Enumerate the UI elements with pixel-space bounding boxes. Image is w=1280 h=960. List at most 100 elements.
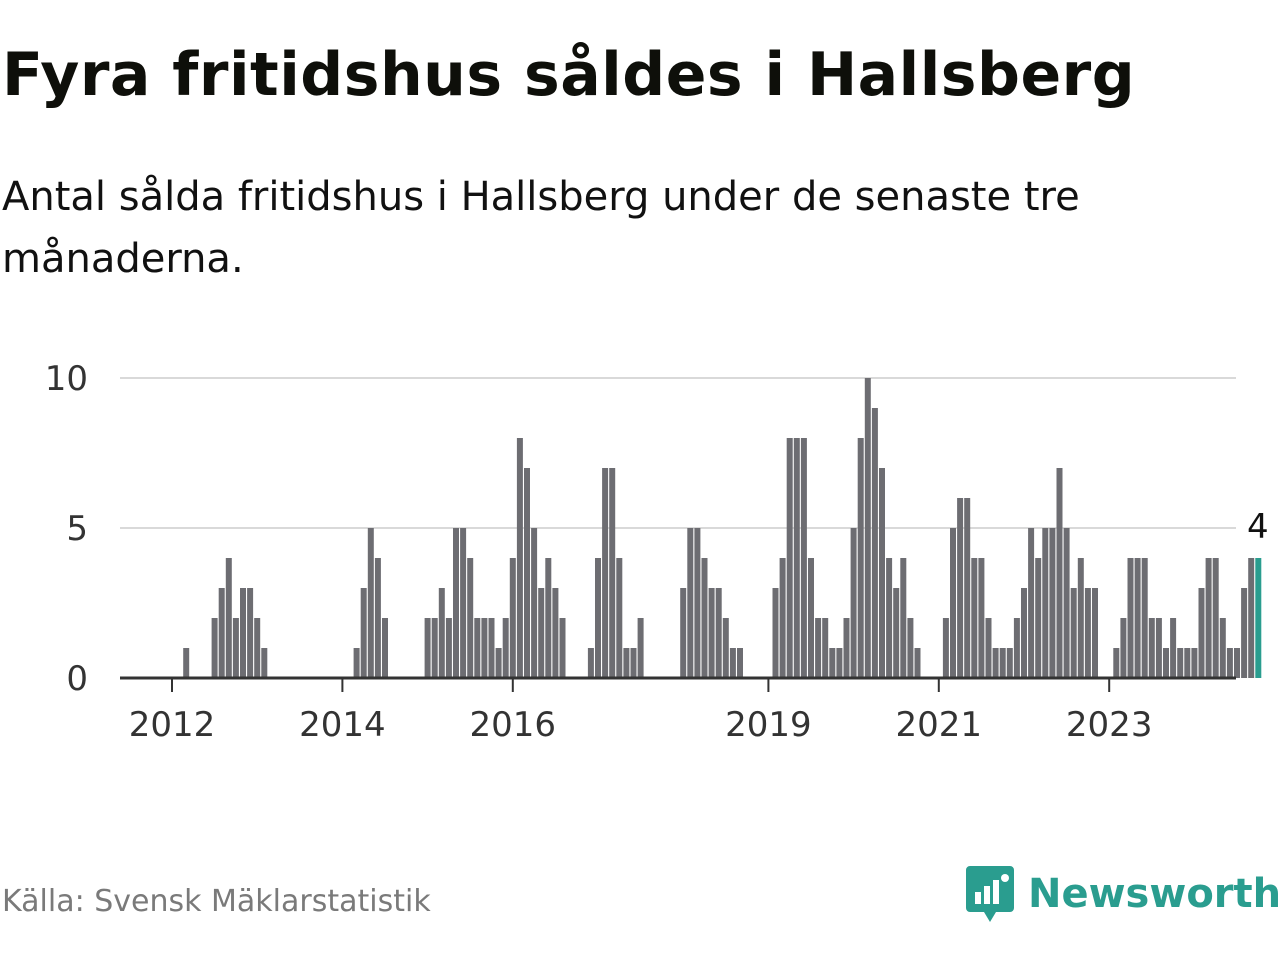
- bar: [502, 618, 509, 678]
- bar: [616, 558, 623, 678]
- bar: [850, 528, 857, 678]
- bar: [1134, 558, 1141, 678]
- bar: [1141, 558, 1148, 678]
- bar: [786, 438, 793, 678]
- bar: [1170, 618, 1177, 678]
- bar: [864, 378, 871, 678]
- source-note: Källa: Svensk Mäklarstatistik: [2, 884, 431, 919]
- y-tick-label: 5: [66, 509, 88, 549]
- bar: [1226, 648, 1233, 678]
- bar: [836, 648, 843, 678]
- bar: [1042, 528, 1049, 678]
- bar: [509, 558, 516, 678]
- bar: [893, 588, 900, 678]
- bar: [1006, 648, 1013, 678]
- bar: [907, 618, 914, 678]
- bar: [218, 588, 225, 678]
- chart-subtitle: Antal sålda fritidshus i Hallsberg under…: [2, 174, 1080, 282]
- bar: [595, 558, 601, 678]
- bar: [254, 618, 261, 678]
- bar: [687, 528, 694, 678]
- bar: [481, 618, 488, 678]
- bar: [978, 558, 985, 678]
- bar: [1198, 588, 1205, 678]
- bar: [183, 648, 190, 678]
- gridlines: [120, 377, 1236, 529]
- bar: [488, 618, 495, 678]
- bar: [609, 468, 616, 678]
- bar: [992, 648, 999, 678]
- bar: [1049, 528, 1056, 678]
- bar: [701, 558, 708, 678]
- bar: [353, 648, 360, 678]
- last-value-label: 4: [1247, 507, 1269, 547]
- bar: [247, 588, 254, 678]
- bar: [602, 468, 609, 678]
- bar: [1212, 558, 1219, 678]
- bar: [1092, 588, 1098, 678]
- bar: [1120, 618, 1127, 678]
- bar: [985, 618, 992, 678]
- bar: [538, 588, 545, 678]
- bar: [1163, 648, 1169, 678]
- bar: [474, 618, 481, 678]
- bar: [772, 588, 779, 678]
- y-tick-label: 10: [45, 359, 88, 399]
- bar: [232, 618, 239, 678]
- bar: [1205, 558, 1212, 678]
- bar-chart: 0 5 10 2012 2014 2016 2019 2021 2023 4: [45, 359, 1269, 745]
- bar: [587, 648, 594, 678]
- bar: [367, 528, 374, 678]
- bar: [1028, 528, 1035, 678]
- bar: [424, 618, 431, 678]
- bar: [900, 558, 907, 678]
- x-tick-label: 2023: [1066, 705, 1153, 745]
- bar: [1191, 648, 1198, 678]
- bar: [879, 468, 885, 678]
- bar: [545, 558, 552, 678]
- bar: [637, 618, 644, 678]
- bar: [729, 648, 736, 678]
- axis-labels: 0 5 10 2012 2014 2016 2019 2021 2023 4: [45, 359, 1269, 745]
- bar: [1063, 528, 1070, 678]
- bar: [1248, 558, 1255, 678]
- bar: [360, 588, 367, 678]
- bar: [971, 558, 978, 678]
- bar: [1127, 558, 1134, 678]
- bar: [886, 558, 893, 678]
- bar: [1056, 468, 1063, 678]
- newsworthy-logo-icon: [966, 866, 1014, 922]
- bar: [737, 648, 743, 678]
- bar: [516, 438, 523, 678]
- bar: [1013, 618, 1020, 678]
- bar: [1177, 648, 1184, 678]
- brand-name: Newsworthy: [1028, 871, 1280, 917]
- x-tick-label: 2016: [470, 705, 557, 745]
- bar: [1070, 588, 1077, 678]
- bar: [715, 588, 722, 678]
- bar-highlight: [1255, 558, 1262, 678]
- bar: [694, 528, 701, 678]
- x-tick-label: 2021: [896, 705, 983, 745]
- bar: [871, 408, 878, 678]
- bar: [1148, 618, 1155, 678]
- bar: [374, 558, 381, 678]
- bar: [857, 438, 864, 678]
- x-tick-label: 2014: [299, 705, 386, 745]
- bar: [793, 438, 800, 678]
- bar: [261, 648, 268, 678]
- bar: [680, 588, 687, 678]
- bar: [531, 528, 538, 678]
- bar: [453, 528, 459, 678]
- bar: [445, 618, 452, 678]
- bar: [1219, 618, 1226, 678]
- y-tick-label: 0: [66, 659, 88, 699]
- bar: [240, 588, 246, 678]
- bar: [942, 618, 949, 678]
- bar: [559, 618, 566, 678]
- bar: [1021, 588, 1027, 678]
- bar: [225, 558, 232, 678]
- x-tick-label: 2012: [129, 705, 216, 745]
- bar: [460, 528, 467, 678]
- chart-title: Fyra fritidshus såldes i Hallsberg: [2, 40, 1136, 110]
